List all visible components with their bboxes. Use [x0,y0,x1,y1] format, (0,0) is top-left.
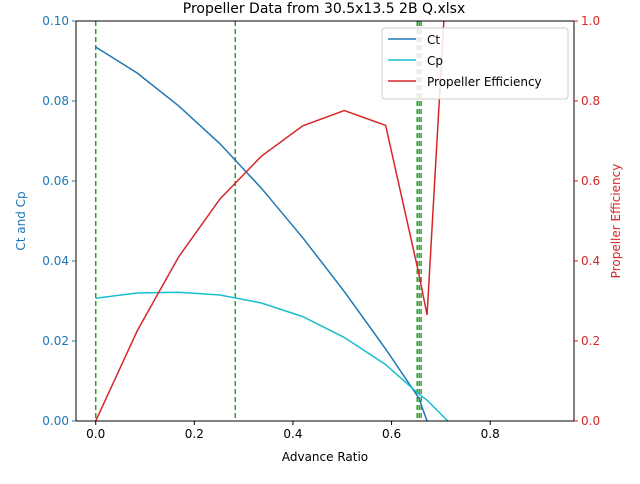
y-right-tick-label: 1.0 [581,14,600,28]
y-left-tick-label: 0.04 [42,254,69,268]
x-tick-label: 0.6 [382,427,401,441]
y-left-tick-label: 0.02 [42,334,69,348]
x-tick-label: 0.2 [185,427,204,441]
legend-label: Propeller Efficiency [427,75,542,89]
y-axis-left-label: Ct and Cp [14,191,28,250]
y-right-tick-label: 0.2 [581,334,600,348]
y-right-tick-label: 0.8 [581,94,600,108]
legend-box [381,27,569,100]
legend-label: Ct [427,33,440,47]
x-axis-label: Advance Ratio [282,450,368,464]
series-line-ct [95,46,428,421]
series-layer [95,21,449,421]
legend: Ct Cp Propeller Efficiency [381,27,569,100]
chart-title: Propeller Data from 30.5x13.5 2B Q.xlsx [183,1,465,17]
y-left-tick-label: 0.10 [42,14,69,28]
y-axis-right-label: Propeller Efficiency [609,164,623,279]
x-tick-label: 0.0 [86,427,105,441]
legend-label: Cp [427,54,443,68]
y-left-tick-label: 0.00 [42,414,69,428]
y-axis-left: 0.00 0.02 0.04 0.06 0.08 0.10 [42,14,76,428]
y-left-tick-label: 0.06 [42,174,69,188]
series-line-propeller-efficiency [95,21,445,421]
y-left-tick-label: 0.08 [42,94,69,108]
plot-frame [75,20,575,422]
y-right-tick-label: 0.4 [581,254,600,268]
y-axis-right: 0.0 0.2 0.4 0.6 0.8 1.0 [574,14,600,428]
x-tick-label: 0.8 [481,427,500,441]
x-tick-label: 0.4 [283,427,302,441]
y-right-tick-label: 0.6 [581,174,600,188]
y-right-tick-label: 0.0 [581,414,600,428]
x-axis: 0.0 0.2 0.4 0.6 0.8 [86,421,500,441]
series-line-cp [95,291,449,421]
